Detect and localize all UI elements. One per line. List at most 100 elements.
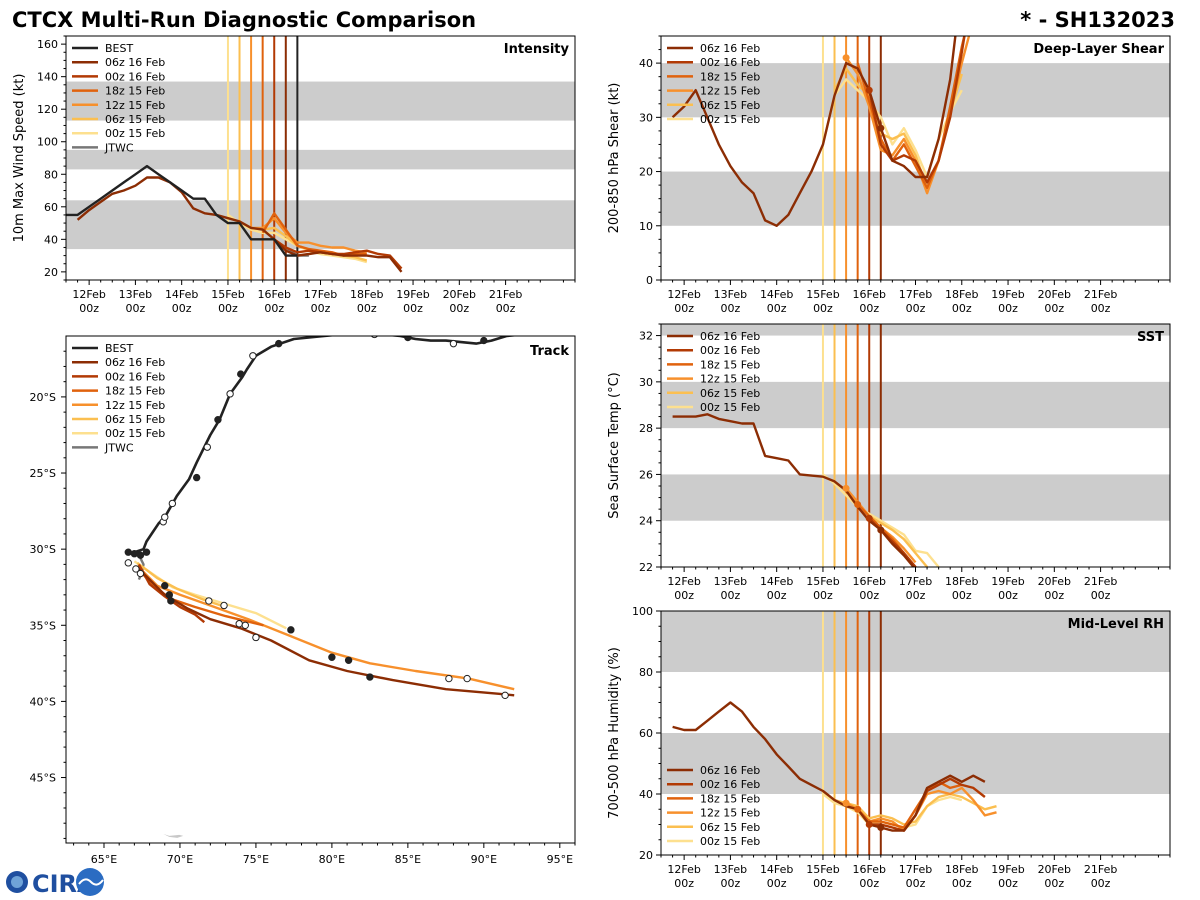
- shear-shade-band-0: [661, 171, 1170, 226]
- rh-xtick-label-hour-9: 00z: [1091, 877, 1111, 890]
- rh-xtick-label-hour-8: 00z: [1044, 877, 1064, 890]
- track-position-marker: [161, 581, 169, 590]
- shear-xtick-label-hour-9: 00z: [1091, 302, 1111, 315]
- intensity-xtick-label-hour-2: 00z: [172, 302, 192, 315]
- track-position-marker: [124, 559, 132, 567]
- shear-xtick-label-day-4: 16Feb: [852, 288, 885, 301]
- track-xtick-label-2: 75°E: [243, 853, 269, 866]
- track-position-marker: [165, 591, 174, 599]
- rh-legend-label-00z-15-feb: 00z 15 Feb: [700, 835, 760, 848]
- track-position-marker: [275, 339, 283, 348]
- track-position-marker: [132, 565, 140, 573]
- intensity-shade-band-2: [66, 81, 575, 121]
- shear-ytick-label-2: 20: [639, 166, 653, 179]
- intensity-xtick-label-hour-1: 00z: [126, 302, 146, 315]
- intensity-xtick-label-day-5: 17Feb: [304, 288, 337, 301]
- sst-ytick-label-4: 30: [639, 376, 653, 389]
- rh-xtick-label-day-5: 17Feb: [899, 863, 932, 876]
- sst-legend-label-00z-15-feb: 00z 15 Feb: [700, 401, 760, 414]
- rh-panel-title: Mid-Level RH: [1068, 617, 1164, 632]
- rh-panel: 12Feb00z13Feb00z14Feb00z15Feb00z16Feb00z…: [607, 605, 1171, 890]
- rh-ytick-label-3: 80: [639, 666, 653, 679]
- shear-panel: 12Feb00z13Feb00z14Feb00z15Feb00z16Feb00z…: [607, 35, 1171, 315]
- intensity-legend-label-18z-15-feb: 18z 15 Feb: [105, 85, 165, 98]
- rh-xtick-label-day-2: 14Feb: [760, 863, 793, 876]
- track-xtick-label-4: 85°E: [395, 853, 421, 866]
- rh-point-06z-16-feb: [877, 824, 885, 832]
- sst-xtick-label-hour-9: 00z: [1091, 589, 1111, 602]
- intensity-xtick-label-hour-0: 00z: [79, 302, 99, 315]
- sst-xtick-label-day-9: 21Feb: [1084, 575, 1117, 588]
- intensity-ytick-label-4: 100: [37, 136, 58, 149]
- sst-point-18z-15-feb: [854, 501, 862, 509]
- track-position-marker: [445, 674, 453, 683]
- shear-legend-label-00z-15-feb: 00z 15 Feb: [700, 113, 760, 126]
- track-xtick-label-5: 90°E: [471, 853, 497, 866]
- rh-xtick-label-day-6: 18Feb: [945, 863, 978, 876]
- sst-xtick-label-hour-2: 00z: [767, 589, 787, 602]
- sst-ytick-label-2: 26: [639, 468, 653, 481]
- track-position-marker: [480, 336, 488, 345]
- track-position-marker: [205, 597, 213, 605]
- shear-point-06z-16-feb: [877, 124, 885, 132]
- track-legend-label-jtwc: JTWC: [104, 441, 134, 454]
- sst-xtick-label-hour-3: 00z: [813, 589, 833, 602]
- intensity-plot-area: [66, 36, 575, 280]
- rh-plot-area: [661, 611, 1170, 855]
- track-position-marker: [449, 339, 458, 348]
- track-position-marker: [366, 673, 374, 681]
- rh-xtick-label-day-3: 15Feb: [806, 863, 839, 876]
- rh-series-06z-15-feb: [834, 792, 997, 826]
- shear-point-12z-15-feb: [842, 54, 850, 62]
- track-legend-label-00z-15-feb: 00z 15 Feb: [105, 427, 165, 440]
- intensity-ytick-label-1: 40: [44, 233, 58, 246]
- intensity-xtick-label-day-6: 18Feb: [350, 288, 383, 301]
- sst-xtick-label-day-0: 12Feb: [667, 575, 700, 588]
- shear-ytick-label-1: 10: [639, 220, 653, 233]
- shear-xtick-label-day-6: 18Feb: [945, 288, 978, 301]
- rh-xtick-label-day-1: 13Feb: [714, 863, 747, 876]
- shear-series-06z-16-feb: [671, 36, 957, 228]
- track-position-marker: [130, 550, 139, 558]
- shear-ytick-label-3: 30: [639, 111, 653, 124]
- shear-legend-label-00z-16-feb: 00z 16 Feb: [700, 56, 760, 69]
- shear-xtick-label-hour-5: 00z: [906, 302, 926, 315]
- intensity-legend-label-12z-15-feb: 12z 15 Feb: [105, 99, 165, 112]
- intensity-xtick-label-hour-8: 00z: [449, 302, 469, 315]
- intensity-legend-label-jtwc: JTWC: [104, 141, 134, 154]
- track-ytick-label-4: 40°S: [30, 695, 56, 708]
- track-series-12z-15-feb: [136, 565, 515, 691]
- shear-legend-label-12z-15-feb: 12z 15 Feb: [700, 85, 760, 98]
- shear-xtick-label-hour-1: 00z: [721, 302, 741, 315]
- sst-point-00z-16-feb: [865, 514, 873, 522]
- sst-ytick-label-0: 22: [639, 561, 653, 574]
- track-position-marker: [501, 691, 509, 700]
- track-ytick-label-1: 25°S: [30, 467, 56, 480]
- track-position-marker: [404, 336, 412, 342]
- track-position-marker: [249, 352, 257, 360]
- rh-shade-band-1: [661, 611, 1170, 672]
- track-position-marker: [161, 513, 169, 521]
- intensity-ylabel: 10m Max Wind Speed (kt): [12, 74, 27, 243]
- shear-xtick-label-hour-4: 00z: [859, 302, 879, 315]
- intensity-legend-label-00z-15-feb: 00z 15 Feb: [105, 127, 165, 140]
- shear-plot-area: [661, 36, 1170, 280]
- track-xtick-label-3: 80°E: [319, 853, 345, 866]
- shear-xtick-label-day-0: 12Feb: [667, 288, 700, 301]
- shear-xtick-label-day-7: 19Feb: [991, 288, 1024, 301]
- track-position-marker: [241, 621, 249, 629]
- shear-shade-band-1: [661, 63, 1170, 118]
- track-position-marker: [168, 499, 177, 508]
- sst-xtick-label-day-5: 17Feb: [899, 575, 932, 588]
- track-legend-label-12z-15-feb: 12z 15 Feb: [105, 399, 165, 412]
- intensity-ytick-label-5: 120: [37, 103, 58, 116]
- shear-xtick-label-day-3: 15Feb: [806, 288, 839, 301]
- rh-xtick-label-hour-3: 00z: [813, 877, 833, 890]
- intensity-shade-band-1: [66, 149, 575, 170]
- rh-shade-band-0: [661, 733, 1170, 794]
- intensity-ytick-label-0: 20: [44, 266, 58, 279]
